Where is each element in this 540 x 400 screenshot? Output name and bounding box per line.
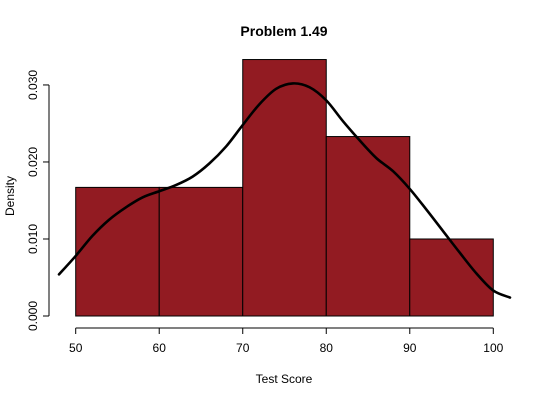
- y-axis: 0.000 0.010 0.020 0.030: [26, 70, 50, 331]
- bar-2: [158, 186, 244, 317]
- bar-1: [75, 186, 160, 317]
- y-tick-label: 0.000: [26, 301, 40, 331]
- y-tick-label: 0.010: [26, 224, 40, 254]
- density-curve: [57, 82, 512, 299]
- y-tick-label: 0.020: [26, 147, 40, 177]
- x-tick-label: 90: [403, 341, 417, 355]
- y-tick-label: 0.030: [26, 70, 40, 100]
- bar-4: [325, 136, 411, 317]
- x-tick-label: 80: [320, 341, 334, 355]
- x-tick-label: 60: [153, 341, 167, 355]
- x-axis-label: Test Score: [256, 372, 313, 386]
- y-axis-label: Density: [3, 176, 17, 216]
- x-axis: 50 60 70 80 90 100: [69, 327, 504, 355]
- x-tick-label: 70: [236, 341, 250, 355]
- x-tick-label: 50: [69, 341, 83, 355]
- bar-3: [242, 59, 327, 317]
- bars: [75, 59, 494, 317]
- chart-title: Problem 1.49: [240, 23, 327, 39]
- x-tick-label: 100: [483, 341, 503, 355]
